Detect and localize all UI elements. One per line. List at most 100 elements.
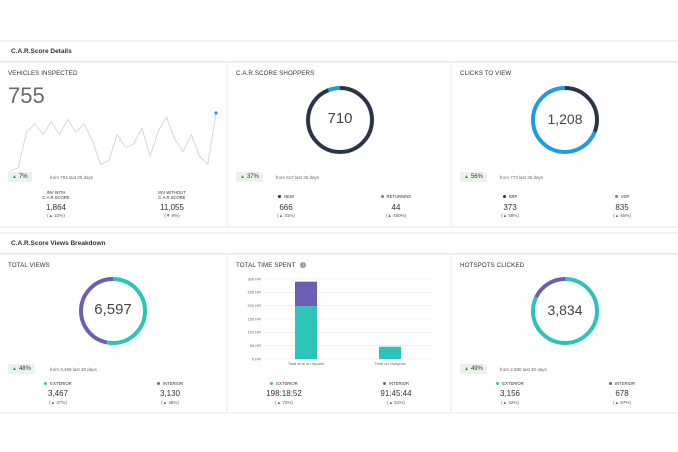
interior-value: 3,130 bbox=[159, 389, 181, 398]
hotspots-count: 3,834 bbox=[547, 302, 583, 318]
interior-value: 678 bbox=[615, 389, 629, 398]
sparkline-path bbox=[9, 112, 217, 172]
vdp-value: 835 bbox=[615, 203, 629, 212]
y-tick-label: 50 HR bbox=[250, 343, 261, 348]
interior-label: INTERIOR bbox=[592, 381, 652, 386]
total-views-count: 6,597 bbox=[94, 301, 132, 318]
legend-dot bbox=[270, 382, 274, 386]
inv-with-value: 1,864 bbox=[45, 203, 67, 212]
down-arrow-icon: ▼ bbox=[165, 213, 171, 218]
shoppers-ring: 710 bbox=[304, 84, 376, 156]
returning-change: (▲ 450%) bbox=[385, 213, 407, 218]
y-tick-label: 100 HR bbox=[247, 330, 261, 335]
x-tick-label: Total time on reports bbox=[288, 361, 324, 366]
up-arrow-icon: ▲ bbox=[464, 174, 469, 180]
up-arrow-icon: ▲ bbox=[48, 213, 54, 218]
up-arrow-icon: ▲ bbox=[614, 213, 620, 218]
time-spent-panel: TOTAL TIME SPENT i 0 HR 50 HR 100 HR 150 HR 2… bbox=[228, 255, 450, 412]
exterior-value: 3,467 bbox=[47, 389, 69, 398]
up-arrow-icon: ▲ bbox=[240, 174, 245, 180]
exterior-change: (▲ 42%) bbox=[501, 400, 519, 405]
info-icon[interactable]: i bbox=[300, 262, 307, 269]
legend-dot bbox=[156, 382, 160, 386]
hotspots-panel: HOTSPOTS CLICKED 3,834 ▲ 49% from 2,580 l… bbox=[452, 255, 678, 412]
y-tick-label: 200 HR bbox=[247, 303, 261, 308]
interior-change: (▲ 87%) bbox=[613, 400, 631, 405]
srp-label: SRP bbox=[480, 194, 540, 199]
up-arrow-icon: ▲ bbox=[388, 400, 394, 405]
clicks-panel: CLICKS TO VIEW 1,208 ▲ 56% from 773 last … bbox=[452, 63, 678, 226]
new-change: (▲ 31%) bbox=[277, 213, 295, 218]
change-badge: ▲ 48% bbox=[8, 364, 35, 374]
up-arrow-icon: ▲ bbox=[12, 174, 17, 180]
bar-interior-1 bbox=[295, 281, 317, 307]
inv-with-label: INV WITH C.A.R.SCORE bbox=[42, 190, 70, 200]
details-section-title: C.A.R.Score Details bbox=[0, 42, 678, 62]
returning-label: RETURNING bbox=[366, 194, 426, 199]
vehicles-sparkline bbox=[9, 111, 218, 172]
up-arrow-icon: ▲ bbox=[502, 213, 508, 218]
up-arrow-icon: ▲ bbox=[502, 400, 508, 405]
shoppers-panel: C.A.R.SCORE SHOPPERS 710 ▲ 37% from 517 l… bbox=[228, 63, 450, 226]
exterior-value: 3,156 bbox=[499, 389, 521, 398]
exterior-change: (▲ 47%) bbox=[49, 400, 67, 405]
panel-title: TOTAL TIME SPENT i bbox=[236, 262, 307, 269]
panel-title: C.A.R.SCORE SHOPPERS bbox=[236, 70, 315, 77]
panel-title: VEHICLES INSPECTED bbox=[8, 70, 78, 77]
panel-title: CLICKS TO VIEW bbox=[460, 70, 512, 77]
clicks-ring: 1,208 bbox=[529, 84, 601, 156]
legend-dot bbox=[382, 382, 386, 386]
hotspots-ring: 3,834 bbox=[529, 275, 601, 347]
up-arrow-icon: ▲ bbox=[387, 213, 392, 218]
previous-period-text: from 517 last 30 days bbox=[276, 175, 320, 180]
srp-change: (▲ 59%) bbox=[501, 213, 519, 218]
ring-segment-2 bbox=[79, 277, 147, 345]
vdp-label: VDP bbox=[592, 194, 652, 199]
up-arrow-icon: ▲ bbox=[50, 400, 56, 405]
exterior-label: EXTERIOR bbox=[480, 381, 540, 386]
inv-with-change: (▲ 22%) bbox=[47, 213, 65, 218]
exterior-value: 198:18:52 bbox=[266, 389, 302, 398]
interior-label: INTERIOR bbox=[366, 381, 426, 386]
up-arrow-icon: ▲ bbox=[12, 366, 17, 372]
interior-value: 91:45:44 bbox=[380, 389, 412, 398]
legend-dot bbox=[502, 195, 506, 199]
legend-dot bbox=[496, 382, 500, 386]
up-arrow-icon: ▲ bbox=[276, 400, 282, 405]
exterior-label: EXTERIOR bbox=[28, 381, 88, 386]
interior-change: (▲ 51%) bbox=[387, 400, 405, 405]
exterior-change: (▲ 72%) bbox=[275, 400, 293, 405]
ring-segment-2 bbox=[306, 86, 374, 154]
vdp-change: (▲ 55%) bbox=[613, 213, 631, 218]
y-tick-label: 300 HR bbox=[247, 276, 261, 281]
exterior-label: EXTERIOR bbox=[254, 381, 314, 386]
change-badge: ▲ 7% bbox=[8, 172, 32, 182]
ring-segment-2 bbox=[531, 86, 599, 154]
change-badge: ▲ 49% bbox=[460, 364, 487, 374]
legend-dot bbox=[380, 195, 384, 199]
interior-change: (▲ 48%) bbox=[161, 400, 179, 405]
total-views-panel: TOTAL VIEWS 6,597 ▲ 48% from 4,469 last 3… bbox=[0, 255, 226, 412]
new-label: NEW bbox=[256, 194, 316, 199]
inv-without-change: (▼ 9%) bbox=[164, 213, 180, 218]
previous-period-text: from 4,469 last 30 days bbox=[50, 367, 97, 372]
breakdown-section-title: C.A.R.Score Views Breakdown bbox=[0, 234, 678, 254]
clicks-count: 1,208 bbox=[547, 111, 583, 127]
time-spent-chart: 0 HR 50 HR 100 HR 150 HR 200 HR 250 HR 300 HR T… bbox=[247, 276, 432, 366]
vehicles-inspected-panel: VEHICLES INSPECTED 755 ▲ 7% from 704 last… bbox=[0, 63, 226, 226]
previous-period-text: from 773 last 30 days bbox=[500, 175, 544, 180]
change-badge: ▲ 37% bbox=[236, 172, 263, 182]
y-tick-label: 250 HR bbox=[247, 290, 261, 295]
up-arrow-icon: ▲ bbox=[464, 366, 469, 372]
vehicles-count: 755 bbox=[8, 83, 45, 108]
sparkline-endpoint bbox=[214, 111, 218, 115]
y-tick-label: 150 HR bbox=[247, 316, 261, 321]
y-tick-label: 0 HR bbox=[252, 356, 261, 361]
legend-dot bbox=[44, 382, 48, 386]
bar-exterior-2 bbox=[379, 346, 401, 359]
returning-value: 44 bbox=[391, 203, 401, 212]
up-arrow-icon: ▲ bbox=[614, 400, 620, 405]
panel-title: TOTAL VIEWS bbox=[8, 262, 50, 269]
panel-title: HOTSPOTS CLICKED bbox=[460, 262, 525, 269]
srp-value: 373 bbox=[503, 203, 517, 212]
